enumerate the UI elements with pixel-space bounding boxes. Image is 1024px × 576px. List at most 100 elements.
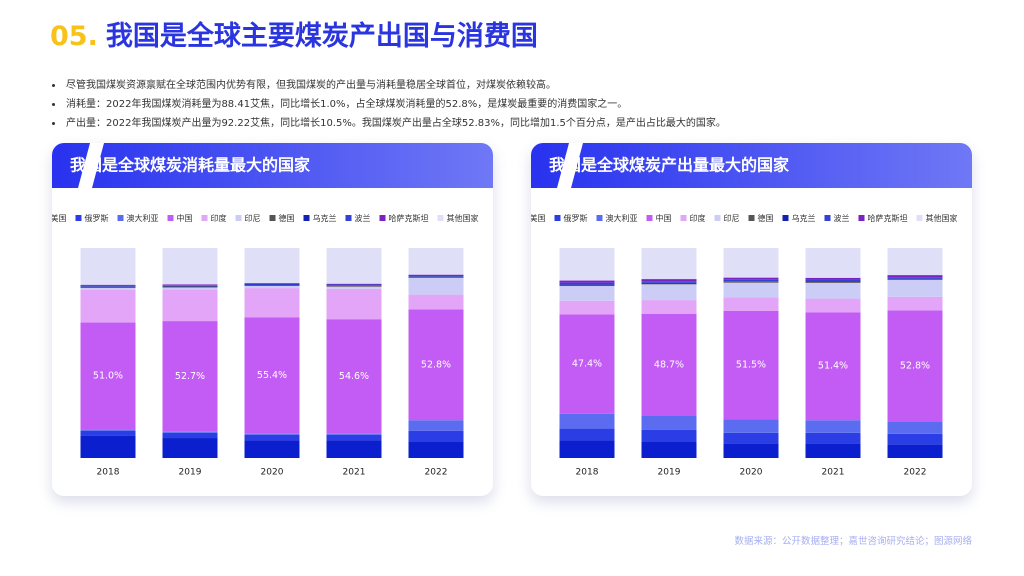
bar-segment: [641, 283, 697, 285]
bar-segment: [805, 420, 861, 433]
bar-segment: [162, 285, 218, 286]
bar-segment: [641, 284, 697, 301]
x-tick-label: 2020: [261, 468, 284, 478]
bar-segment: [80, 248, 136, 285]
bar-segment: [723, 443, 779, 458]
legend-label: 印尼: [245, 214, 261, 223]
x-tick-label: 2022: [904, 468, 927, 478]
legend-swatch: [117, 215, 124, 221]
bar-segment: [805, 298, 861, 313]
bar-segment: [641, 248, 697, 280]
legend-swatch: [437, 215, 444, 221]
bar-segment: [162, 286, 218, 288]
slide-header: 05. 我国是全球主要煤炭产出国与消费国: [50, 14, 538, 53]
legend-swatch: [345, 215, 352, 221]
data-label: 52.8%: [421, 359, 451, 370]
bar-segment: [244, 317, 300, 434]
bar-segment: [641, 429, 697, 442]
bar-segment: [805, 281, 861, 283]
bar-segment: [162, 289, 218, 322]
legend-label: 德国: [758, 213, 774, 223]
slide-title: 我国是全球主要煤炭产出国与消费国: [105, 21, 538, 52]
legend-label: 美国: [52, 213, 67, 223]
legend-swatch: [824, 215, 831, 221]
bar-segment: [559, 280, 615, 283]
legend-swatch: [858, 215, 865, 221]
bar-segment: [805, 279, 861, 282]
legend-swatch: [680, 215, 687, 221]
legend-swatch: [167, 215, 174, 221]
legend: 美国 俄罗斯 澳大利亚 中国 印度 印尼 德国 乌克兰 波兰 哈萨克斯坦 其他国家: [52, 213, 479, 223]
bullet: 尽管我国煤炭资源禀赋在全球范围内优势有限，但我国煤炭的产出量与消耗量稳居全球首位…: [64, 76, 964, 95]
bar-segment: [408, 277, 464, 295]
bar-segment: [805, 443, 861, 458]
legend-swatch: [554, 215, 561, 221]
legend-swatch: [646, 215, 653, 221]
bar-segment: [887, 277, 943, 279]
bar-segment: [80, 435, 136, 458]
chart-title: 我国是全球煤炭消耗量最大的国家: [70, 156, 311, 175]
header-stripe: [557, 143, 583, 188]
bar-segment: [408, 274, 464, 276]
data-label: 52.7%: [175, 371, 205, 382]
legend-swatch: [714, 215, 721, 221]
bar-segment: [244, 288, 300, 318]
bar-segment: [326, 248, 382, 284]
data-label: 52.8%: [900, 360, 930, 371]
bar-segment: [80, 284, 136, 286]
bar-segment: [723, 282, 779, 298]
chart-card: 我国是全球煤炭产出量最大的国家 美国 俄罗斯 澳大利亚 中国 印度 印尼 德国 乌克兰 波兰 哈萨克…: [531, 143, 972, 496]
bar-segment: [80, 322, 136, 430]
source-note: 数据来源：公开数据整理；嘉世咨询研究结论；图源网络: [734, 536, 972, 547]
bar-segment: [559, 284, 615, 285]
bar-segment: [805, 312, 861, 421]
bar-segment: [723, 248, 779, 278]
bar-segment: [244, 434, 300, 441]
bar-segment: [162, 438, 218, 458]
legend-label: 中国: [177, 213, 193, 223]
data-label: 47.4%: [572, 359, 602, 370]
bar-segment: [326, 319, 382, 434]
bar-segment: [326, 285, 382, 286]
bar-segment: [80, 430, 136, 436]
bar-segment: [805, 277, 861, 280]
data-label: 48.7%: [654, 359, 684, 370]
bar-segment: [805, 282, 861, 299]
legend-label: 印度: [690, 213, 706, 223]
bar-segment: [326, 440, 382, 458]
card-header: [52, 143, 493, 188]
legend-label: 澳大利亚: [127, 213, 159, 223]
bullet-list: 尽管我国煤炭资源禀赋在全球范围内优势有限，但我国煤炭的产出量与消耗量稳居全球首位…: [50, 76, 964, 133]
legend-swatch: [748, 215, 755, 221]
x-tick-label: 2019: [658, 468, 681, 478]
bar-segment: [559, 248, 615, 281]
x-tick-label: 2018: [97, 468, 120, 478]
data-label: 54.6%: [339, 371, 369, 382]
legend-label: 美国: [531, 213, 546, 223]
bar-segment: [559, 440, 615, 458]
chart-title: 我国是全球煤炭产出量最大的国家: [549, 156, 790, 175]
bullet: 产出量：2022年我国煤炭产出量为92.22艾焦，同比增长10.5%。我国煤炭产…: [64, 114, 964, 133]
bar-segment: [641, 282, 697, 284]
bar-segment: [326, 285, 382, 287]
bar-segment: [162, 285, 218, 287]
bar-segment: [80, 290, 136, 323]
data-label: 51.0%: [93, 371, 123, 382]
bar-segment: [244, 285, 300, 287]
legend-label: 哈萨克斯坦: [868, 213, 908, 223]
bar-segment: [887, 278, 943, 280]
x-tick-label: 2021: [343, 468, 366, 478]
legend-label: 其他国家: [447, 213, 479, 223]
bar-segment: [641, 300, 697, 314]
legend-swatch: [75, 215, 82, 221]
bar-segment: [244, 283, 300, 284]
bar-segment: [641, 279, 697, 282]
bar-segment: [244, 286, 300, 289]
legend-label: 俄罗斯: [564, 213, 588, 223]
bar-segment: [559, 413, 615, 429]
bar-segment: [887, 444, 943, 458]
bar-segment: [408, 248, 464, 275]
legend-swatch: [916, 215, 923, 221]
